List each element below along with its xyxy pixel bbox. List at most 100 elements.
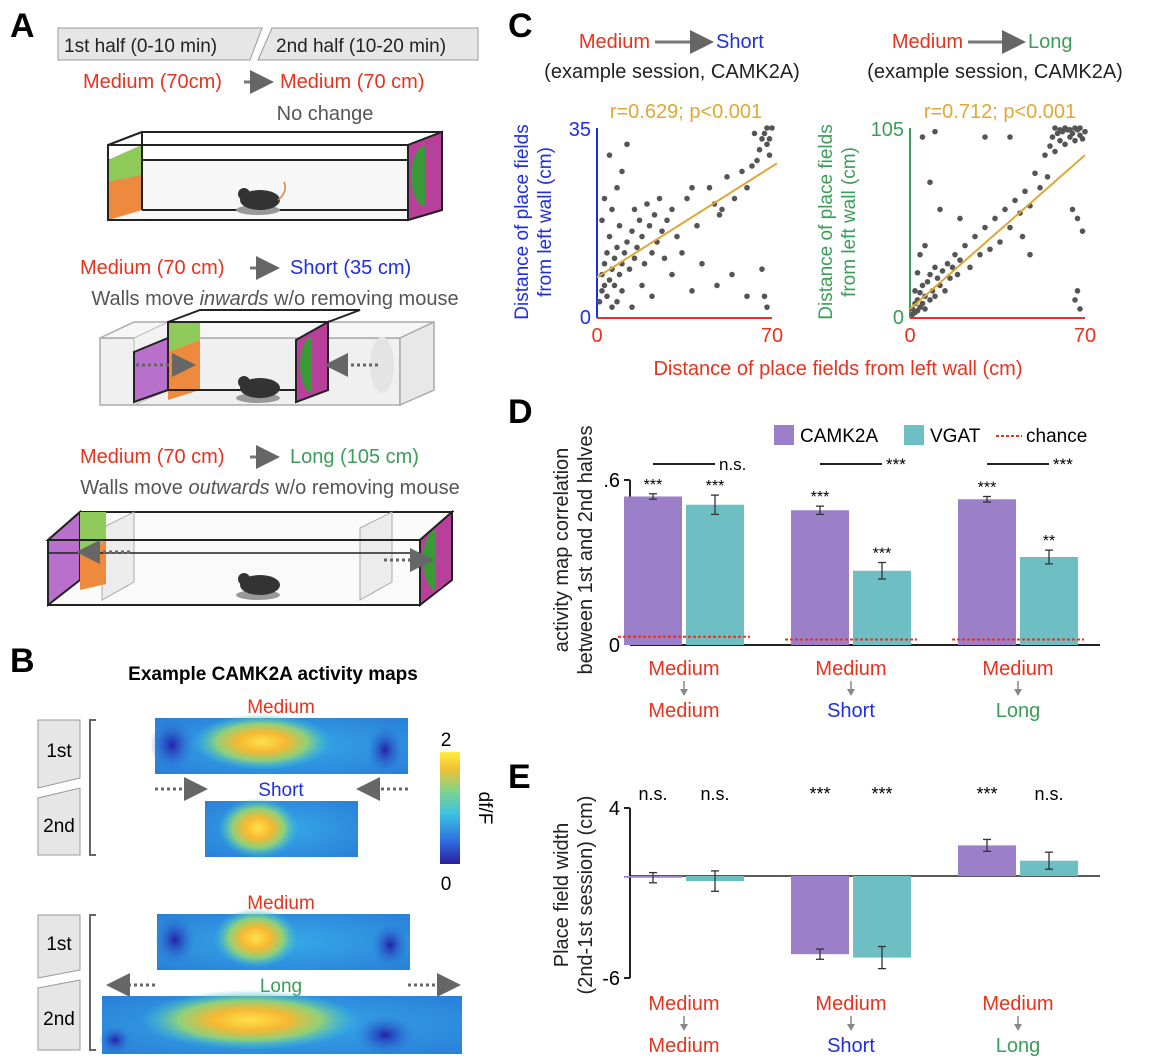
data-point [604, 293, 610, 300]
significance-label: *** [811, 489, 830, 506]
d-legend: CAMK2A VGAT chance [774, 425, 1087, 447]
group-label-top: Medium [648, 993, 719, 1015]
cond2-desc: Walls move inwards w/o removing mouse [91, 288, 458, 310]
data-point [942, 288, 948, 294]
group-arrow-head [1014, 1024, 1022, 1031]
bar-camk2a [624, 496, 682, 645]
x-tick-max: 70 [1074, 325, 1096, 347]
legend-vgat: VGAT [930, 426, 981, 447]
data-point [769, 125, 775, 131]
comparison-label: *** [886, 455, 906, 474]
data-point [619, 168, 625, 175]
scatter-plot-short: 35 00 70 [569, 119, 783, 347]
data-point [624, 141, 630, 148]
data-point [1022, 188, 1028, 195]
significance-label: *** [873, 546, 892, 563]
cond1-to: Medium (70 cm) [280, 71, 424, 93]
group-label-top: Medium [648, 658, 719, 680]
group-arrow-head [847, 689, 855, 696]
data-point [1042, 152, 1048, 158]
data-point [644, 201, 650, 207]
cond1-desc: No change [277, 103, 374, 125]
group-label-bottom: Medium [648, 1035, 719, 1057]
data-point [689, 184, 695, 191]
data-point [634, 244, 640, 251]
group-arrow-head [847, 1024, 855, 1031]
data-point [944, 260, 951, 267]
data-point [609, 206, 615, 213]
data-point [616, 222, 623, 229]
data-point [947, 275, 953, 281]
half-tabs: 1st 2nd 1st 2nd [37, 719, 96, 1051]
data-point [601, 282, 608, 289]
data-point [724, 174, 730, 180]
cond3-from: Medium (70 cm) [80, 446, 224, 468]
colorbar-label: df/F [474, 792, 495, 825]
data-point [744, 184, 750, 191]
data-point [977, 251, 983, 258]
cond3-desc: Walls move outwards w/o removing mouse [80, 477, 459, 499]
comparison-label: n.s. [719, 455, 746, 474]
data-point [759, 266, 765, 272]
data-point [764, 125, 770, 131]
data-point [1069, 206, 1076, 213]
tab-2nd-half-label: 2nd half (10-20 min) [276, 36, 446, 57]
data-point [646, 222, 653, 229]
data-point [684, 195, 690, 202]
data-point [922, 306, 928, 312]
data-point [664, 217, 670, 224]
data-point [919, 300, 926, 307]
group-arrow-head [1014, 689, 1022, 696]
group-label-bottom: Long [996, 700, 1041, 722]
data-point [669, 206, 675, 213]
significance-label: *** [978, 480, 997, 497]
data-point [1057, 127, 1063, 133]
half-tab-1: 1st [46, 741, 72, 762]
data-point [1079, 228, 1086, 234]
activity-map-long-4 [99, 990, 462, 1055]
data-point [957, 215, 963, 222]
data-point [914, 269, 921, 276]
data-point [927, 297, 933, 303]
fit-line [596, 162, 778, 279]
right-title-to: Long [1028, 31, 1073, 53]
data-point [992, 215, 998, 222]
data-point [917, 251, 923, 258]
colorbar-max: 2 [441, 730, 452, 751]
data-point [751, 130, 758, 137]
right-subtitle: (example session, CAMK2A) [867, 61, 1123, 83]
panel-d: D activity map correlation between 1st a… [508, 393, 1100, 722]
cond2-to: Short (35 cm) [290, 257, 411, 279]
data-point [649, 250, 655, 256]
data-point [1077, 306, 1083, 312]
significance-label: *** [644, 477, 663, 494]
bar-chart-width: 4 -6 n.s. n.s. *** *** *** n.s. Medium Medium Medi… [602, 784, 1100, 1057]
data-point [759, 136, 765, 142]
data-point [972, 233, 978, 240]
panel-c-label: C [508, 7, 533, 45]
data-point [937, 206, 943, 213]
data-point [932, 128, 938, 135]
comparison-label: *** [1053, 455, 1073, 474]
group-label-bottom: Medium [648, 700, 719, 722]
group-label-top: Medium [982, 993, 1053, 1015]
data-point [1062, 125, 1068, 131]
x-tick-max: 70 [761, 325, 783, 347]
bar-chart-correlation: .60*** ***n.s.*****************MediumMedi… [603, 455, 1100, 722]
activity-map-medium-1 [150, 714, 408, 774]
data-point [1074, 288, 1081, 294]
data-point [679, 250, 685, 256]
panel-e: E Place field width (2nd-1st session) (c… [508, 758, 1100, 1057]
legend-swatch-vgat [904, 425, 924, 445]
data-point [611, 282, 618, 289]
data-point [1044, 174, 1051, 180]
half-tab-2: 2nd [43, 816, 75, 837]
colorbar-min: 0 [441, 874, 452, 895]
data-point [661, 255, 668, 262]
panel-b-title: Example CAMK2A activity maps [128, 664, 418, 685]
data-point [631, 255, 638, 262]
data-point [629, 228, 635, 234]
data-point [1072, 297, 1078, 303]
significance-label: *** [871, 784, 892, 804]
bar-vgat [1020, 557, 1078, 645]
